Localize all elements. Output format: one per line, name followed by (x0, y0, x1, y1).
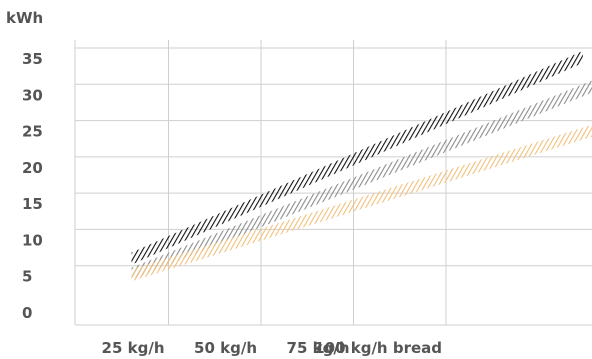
x-tick-label: 75 kg/h (287, 339, 350, 357)
y-axis-unit-label: kWh (6, 9, 43, 27)
series-line (131, 50, 583, 265)
y-tick-label: 15 (22, 195, 43, 213)
y-tick-label: 5 (22, 268, 32, 286)
y-tick-labels: 0 5 10 15 20 25 30 35 (22, 50, 43, 322)
y-tick-label: 20 (22, 159, 43, 177)
x-tick-label: 50 kg/h (194, 339, 257, 357)
series-line (131, 124, 592, 282)
series-group (131, 50, 592, 282)
y-tick-label: 30 (22, 86, 43, 104)
series-line (131, 80, 592, 280)
y-tick-label: 0 (22, 304, 32, 322)
x-tick-label: 25 kg/h (102, 339, 165, 357)
x-tick-label: 100 kg/h bread (314, 339, 442, 357)
y-tick-label: 10 (22, 231, 43, 249)
y-tick-label: 35 (22, 50, 43, 68)
y-tick-label: 25 (22, 123, 43, 141)
